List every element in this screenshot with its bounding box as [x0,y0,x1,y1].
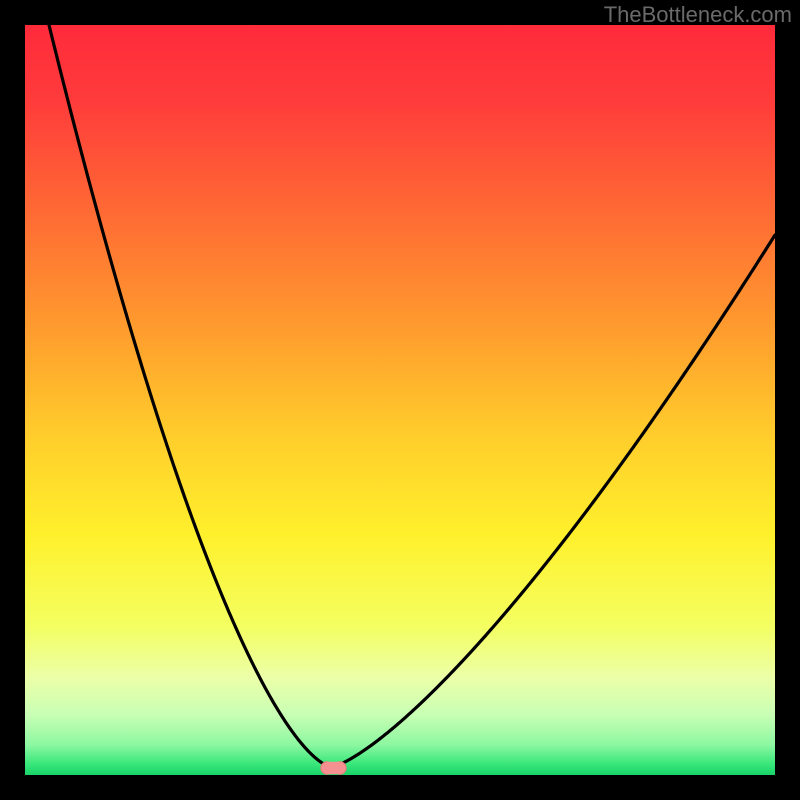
optimum-marker [327,762,340,774]
chart-frame: TheBottleneck.com [0,0,800,800]
gradient-field [25,25,775,775]
watermark-text: TheBottleneck.com [604,2,792,28]
bottleneck-plot [0,0,800,800]
